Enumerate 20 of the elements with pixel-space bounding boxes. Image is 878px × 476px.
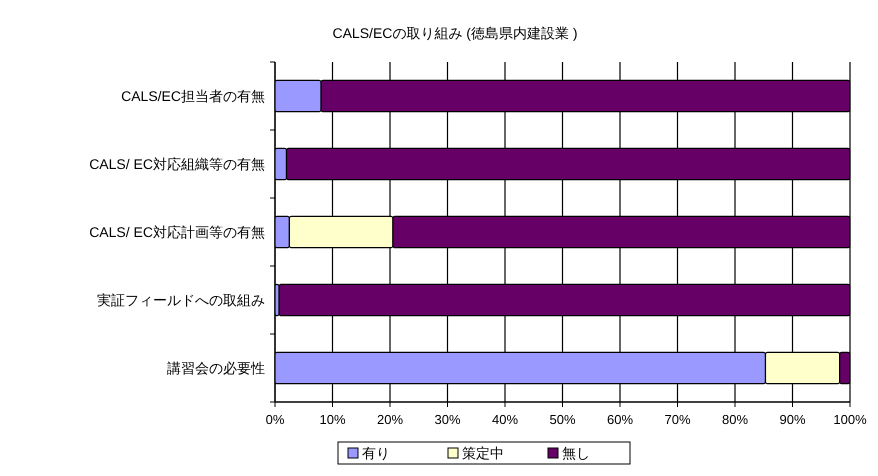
xtick: 30% [434,412,461,427]
ytick: CALS/EC担当者の有無 [121,88,265,104]
xtick: 20% [376,412,404,427]
xtick: 50% [549,412,576,427]
xtick: 80% [722,412,748,427]
ytick: 実証フィールドへの取組み [97,292,265,308]
title: CALS/ECの取り組み (徳島県内建設業 ) [332,25,578,41]
xtick: 60% [606,412,634,427]
xtick: 40% [492,412,518,427]
xtick: 100% [833,412,867,427]
ytick: CALS/ EC対応計画等の有無 [89,224,265,240]
xtick: 70% [664,412,691,427]
xtick: 90% [779,412,806,427]
xtick: 0% [266,412,284,427]
ytick: CALS/ EC対応組織等の有無 [89,156,265,172]
xtick: 10% [319,412,346,427]
legend: 無し [562,445,590,461]
legend: 策定中 [462,445,504,461]
legend: 有り [362,445,390,461]
ytick: 講習会の必要性 [167,360,265,376]
